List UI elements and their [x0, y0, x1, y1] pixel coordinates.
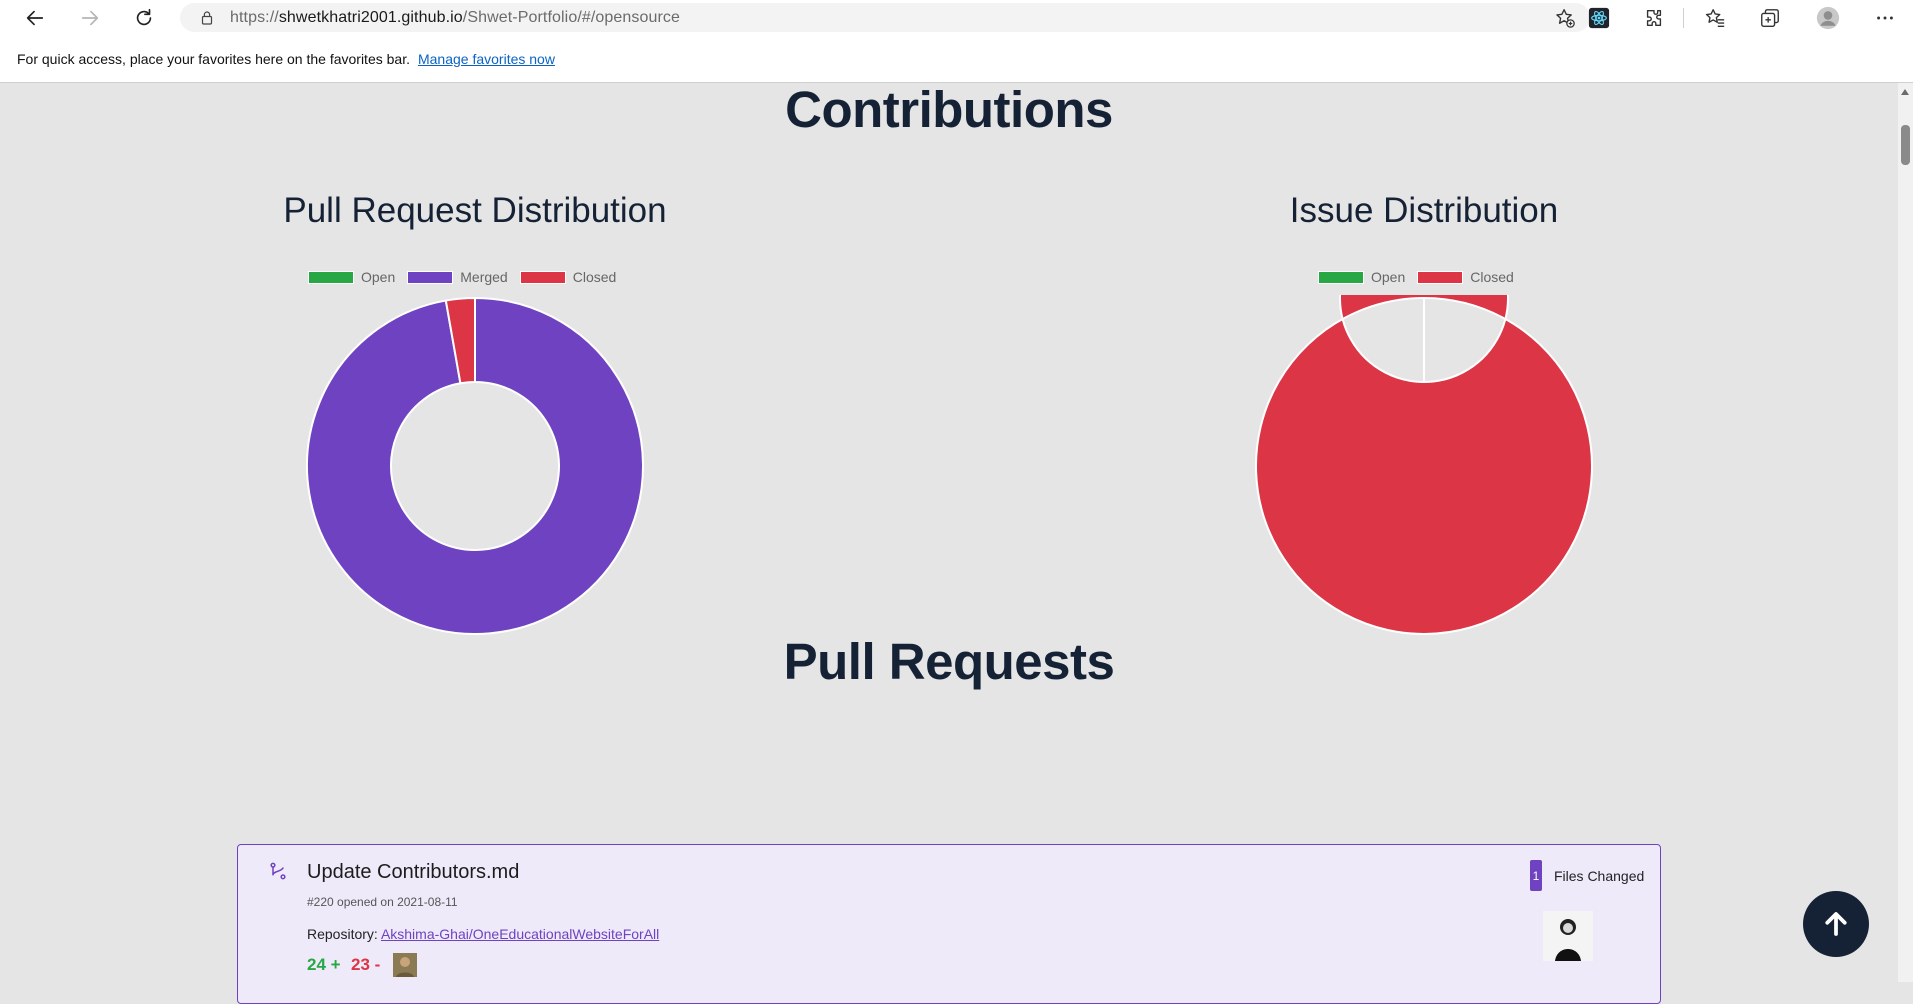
legend-label: Closed	[1470, 269, 1514, 285]
files-changed-count: 1	[1530, 860, 1542, 891]
url-path: /Shwet-Portfolio/#/opensource	[462, 8, 681, 26]
issue-distribution-donut	[1255, 295, 1593, 635]
pr-meta: #220 opened on 2021-08-11	[307, 895, 458, 909]
legend-item-closed[interactable]: Closed	[1417, 269, 1514, 285]
pr-title[interactable]: Update Contributors.md	[307, 861, 520, 883]
pr-deletions: 23 -	[351, 955, 381, 974]
legend-swatch	[1318, 270, 1364, 284]
refresh-icon[interactable]	[124, 0, 164, 35]
back-arrow-icon[interactable]	[15, 0, 55, 35]
contributions-heading: Contributions	[785, 83, 1113, 138]
pull-request-card[interactable]: Update Contributors.md #220 opened on 20…	[237, 844, 1661, 1004]
arrow-up-icon	[1825, 912, 1847, 936]
legend-swatch	[308, 270, 354, 284]
favorites-bar: For quick access, place your favorites h…	[0, 35, 1913, 83]
legend-swatch	[407, 270, 454, 284]
pr-chart-title: Pull Request Distribution	[283, 191, 667, 230]
profile-icon[interactable]	[1816, 6, 1840, 30]
react-devtools-icon[interactable]	[1587, 6, 1611, 30]
pr-additions: 24 +	[307, 955, 341, 974]
extensions-icon[interactable]	[1642, 6, 1666, 30]
pr-chart-legend: Open Merged Closed	[308, 269, 628, 285]
pr-distribution-donut	[306, 296, 644, 635]
scrollbar-thumb[interactable]	[1901, 125, 1910, 165]
more-icon[interactable]	[1873, 6, 1897, 30]
toolbar-separator	[1683, 8, 1684, 28]
add-favorite-icon[interactable]	[1554, 7, 1576, 29]
legend-swatch	[519, 270, 566, 284]
pull-requests-heading: Pull Requests	[783, 633, 1115, 690]
files-changed-label: Files Changed	[1554, 868, 1645, 884]
slice-closed[interactable]	[1255, 295, 1593, 635]
legend-item-merged[interactable]: Merged	[407, 269, 508, 285]
pr-repository: Repository: Akshima-Ghai/OneEducationalW…	[307, 926, 659, 942]
legend-label: Merged	[460, 269, 508, 285]
legend-label: Closed	[572, 269, 617, 285]
slice-merged[interactable]	[306, 296, 644, 635]
git-pull-request-icon	[270, 862, 286, 880]
page-scrollbar[interactable]	[1898, 83, 1913, 982]
favorites-message: For quick access, place your favorites h…	[17, 50, 410, 67]
page-content: Contributions Pull Request Distribution …	[0, 83, 1898, 982]
manage-favorites-link[interactable]: Manage favorites now	[417, 50, 555, 67]
url-host: shwetkhatri2001.github.io	[278, 8, 463, 26]
legend-label: Open	[361, 269, 396, 285]
legend-label: Open	[1371, 269, 1406, 285]
favorites-icon[interactable]	[1703, 6, 1727, 30]
forward-arrow-icon[interactable]	[70, 0, 110, 35]
scroll-up-arrow-icon[interactable]	[1901, 89, 1909, 95]
address-bar[interactable]: https://shwetkhatri2001.github.io/Shwet-…	[180, 3, 1590, 32]
author-avatar-small[interactable]	[393, 953, 417, 977]
lock-icon[interactable]	[198, 9, 216, 27]
browser-toolbar: https://shwetkhatri2001.github.io/Shwet-…	[0, 0, 1913, 35]
legend-item-open[interactable]: Open	[308, 269, 395, 285]
issue-chart-title: Issue Distribution	[1289, 191, 1559, 230]
repo-link[interactable]: Akshima-Ghai/OneEducationalWebsiteForAll	[380, 926, 660, 942]
legend-item-closed[interactable]: Closed	[519, 269, 617, 285]
author-avatar[interactable]	[1543, 911, 1593, 961]
legend-item-open[interactable]: Open	[1318, 269, 1405, 285]
repo-label: Repository:	[307, 926, 381, 942]
slice-closed[interactable]	[444, 296, 476, 385]
url-text[interactable]: https://shwetkhatri2001.github.io/Shwet-…	[230, 9, 680, 27]
issue-chart-legend: Open Closed	[1318, 269, 1526, 285]
legend-swatch	[1417, 270, 1464, 284]
url-scheme: https://	[230, 8, 279, 26]
collections-icon[interactable]	[1758, 6, 1782, 30]
scroll-to-top-button[interactable]	[1803, 891, 1869, 957]
